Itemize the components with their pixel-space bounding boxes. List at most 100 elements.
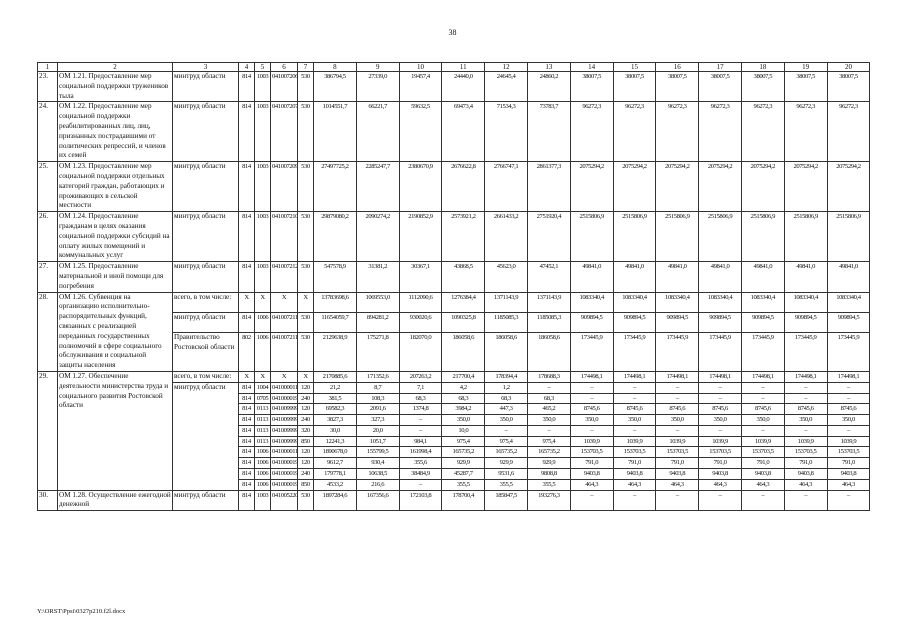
value-cell: 30,0 (313, 424, 357, 437)
value-cell: 120 (297, 457, 314, 470)
value-cell: 1083340,4 (698, 291, 742, 313)
value-cell: 8745,6 (698, 403, 742, 416)
value-cell: 38007,5 (783, 70, 828, 103)
header-cell: 16 (655, 62, 700, 72)
value-cell: 0113 (254, 403, 271, 416)
value-cell: 350,0 (826, 414, 871, 426)
header-cell: 8 (313, 62, 357, 72)
value-cell: 96272,3 (740, 101, 785, 163)
value-cell: 0410000190 (270, 392, 298, 405)
value-cell: 171352,6 (355, 370, 400, 383)
value-cell: 1112090,6 (398, 291, 443, 313)
value-cell: 0410072110 (270, 311, 298, 334)
value-cell: 71534,3 (484, 101, 528, 163)
value-cell: 20,0 (355, 424, 400, 437)
value-cell: 1039,9 (569, 435, 614, 448)
value-cell: 69473,4 (441, 101, 486, 163)
value-cell: 0410099990 (270, 403, 298, 416)
value-cell: 9403,8 (612, 468, 657, 480)
value-cell: 2515806,9 (740, 211, 785, 263)
value-cell: 929,9 (526, 457, 571, 470)
value-cell: 1003 (254, 161, 271, 213)
value-cell: 186058,6 (526, 332, 571, 372)
table-row: 23. ОМ 1.21. Предоставление мер социально… (37, 70, 871, 103)
value-cell: 2515806,9 (655, 211, 700, 263)
value-cell: 1039,9 (698, 435, 742, 448)
row-name: ОМ 1.23. Предоставление мер социальной п… (57, 161, 173, 213)
value-cell: – (569, 489, 614, 512)
value-cell: 3827,3 (313, 414, 357, 426)
value-cell: 814 (238, 403, 255, 416)
value-cell: 0705 (254, 392, 271, 405)
value-cell: 530 (297, 489, 314, 512)
value-cell: 1006 (254, 478, 271, 491)
value-cell: 9403,8 (783, 468, 828, 480)
value-cell: 0410099990 (270, 435, 298, 448)
value-cell: 96272,3 (655, 101, 700, 163)
value-cell: X (254, 291, 271, 313)
header-row: 1 2 3 4 5 6 7 8 9 10 11 12 13 14 15 16 17 18 19 20 (37, 62, 871, 72)
value-cell: 530 (297, 101, 314, 163)
value-cell: 327,3 (355, 414, 400, 426)
value-cell: – (569, 392, 614, 405)
value-cell: – (740, 381, 785, 394)
header-cell: 15 (612, 62, 657, 72)
value-cell: 814 (238, 311, 255, 334)
value-cell: 174498,1 (740, 370, 785, 383)
value-cell: 120 (297, 381, 314, 394)
value-cell: – (783, 489, 828, 512)
value-cell: 173445,9 (783, 332, 828, 372)
value-cell: – (398, 424, 443, 437)
value-cell: 240 (297, 392, 314, 405)
value-cell: 12241,3 (313, 435, 357, 448)
header-cell: 10 (398, 62, 443, 72)
value-cell: 530 (297, 311, 314, 334)
value-cell: – (740, 392, 785, 405)
value-cell: 465,2 (526, 403, 571, 416)
value-cell: 791,0 (783, 457, 828, 470)
value-cell: 1039,9 (655, 435, 700, 448)
value-cell: 814 (238, 101, 255, 163)
value-cell: 1897284,6 (313, 489, 357, 512)
value-cell: 174498,1 (826, 370, 871, 383)
value-cell: 2751920,4 (526, 211, 571, 263)
value-cell: 178700,4 (441, 489, 486, 512)
value-cell: 0410000110 (270, 381, 298, 394)
table-row: 24. ОМ 1.22. Предоставление мер социально… (37, 101, 871, 163)
value-cell: 909894,5 (655, 311, 700, 334)
value-cell: 68,3 (398, 392, 443, 405)
value-cell: 909894,5 (783, 311, 828, 334)
value-cell: 791,0 (826, 457, 871, 470)
value-cell: 207263,2 (398, 370, 443, 383)
row-name: ОМ 1.24. Предоставление гражданам в целя… (57, 211, 173, 263)
value-cell: 350,0 (441, 414, 486, 426)
executor: минтруд области (172, 311, 239, 334)
value-cell: 0410000110 (270, 446, 298, 459)
value-cell: 350,0 (484, 414, 528, 426)
value-cell: 1003 (254, 211, 271, 263)
value-cell: 120 (297, 446, 314, 459)
value-cell: 1014551,7 (313, 101, 357, 163)
value-cell: 66221,7 (355, 101, 400, 163)
value-cell: 381,5 (313, 392, 357, 405)
value-cell: 9403,8 (826, 468, 871, 480)
table-body: 1 2 3 4 5 6 7 8 9 10 11 12 13 14 15 16 17 18 19 20 23. ОМ 1.2… (37, 62, 871, 512)
header-cell: 20 (826, 62, 871, 72)
value-cell: 464,3 (655, 478, 700, 491)
row-number: 30. (37, 489, 58, 512)
value-cell: 2515806,9 (826, 211, 871, 263)
footer-path: Y:\ORST\Ppsi\0327p210.f2l.docx (37, 608, 126, 615)
value-cell: 8745,6 (569, 403, 614, 416)
value-cell: 172103,8 (398, 489, 443, 512)
value-cell: 216,6 (355, 478, 400, 491)
value-cell: 1083340,4 (655, 291, 700, 313)
value-cell: 930,4 (355, 457, 400, 470)
table-row: 29. ОМ 1.27. Обеспечение деятельности мин… (37, 370, 871, 491)
value-cell: 350,0 (698, 414, 742, 426)
value-cell: 814 (238, 446, 255, 459)
value-cell: 49841,0 (612, 261, 657, 293)
executor: минтруд области (172, 70, 239, 103)
value-cell: 894281,2 (355, 311, 400, 334)
page-number: 38 (448, 28, 457, 37)
value-cell: 0410099990 (270, 424, 298, 437)
